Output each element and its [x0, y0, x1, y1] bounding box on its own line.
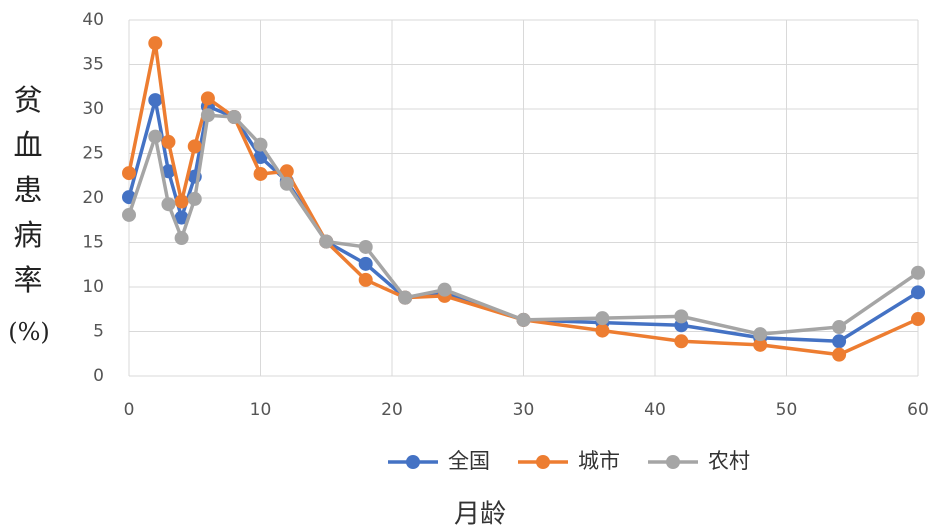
marker [161, 164, 176, 179]
line [127, 98, 919, 344]
marker [674, 334, 689, 349]
marker [832, 320, 847, 335]
marker [753, 330, 768, 345]
y-tick-label: 25 [82, 144, 104, 164]
marker [161, 134, 176, 149]
y-tick-label: 5 [93, 322, 104, 342]
x-tick-label: 30 [513, 400, 535, 420]
marker [398, 290, 413, 305]
marker [516, 312, 531, 327]
marker [832, 347, 847, 362]
marker [161, 197, 176, 212]
marker [398, 290, 413, 305]
marker [911, 285, 925, 300]
marker [595, 315, 610, 330]
marker [253, 150, 268, 165]
line [127, 113, 919, 336]
marker [279, 174, 294, 189]
marker [674, 309, 689, 324]
marker [437, 288, 452, 303]
y-tick-label: 15 [82, 233, 104, 253]
marker [174, 231, 189, 246]
marker [200, 108, 215, 123]
y-tick-label: 35 [82, 55, 104, 75]
marker [595, 311, 610, 326]
y-tick-label: 10 [82, 277, 104, 297]
marker [279, 176, 294, 191]
marker [516, 312, 531, 327]
line [127, 41, 919, 357]
marker [200, 91, 215, 106]
marker [437, 282, 452, 297]
y-tick-label: 0 [93, 366, 104, 386]
marker [911, 312, 925, 327]
x-tick-label: 10 [250, 400, 272, 420]
marker [148, 129, 163, 144]
legend-label: 农村 [708, 449, 750, 473]
marker [753, 327, 768, 342]
marker [674, 318, 689, 333]
marker [319, 234, 334, 249]
marker [253, 166, 268, 181]
marker [148, 93, 163, 108]
marker [358, 272, 373, 287]
marker [398, 290, 413, 305]
marker [832, 334, 847, 349]
marker [437, 285, 452, 300]
marker [279, 164, 294, 179]
legend-marker [406, 455, 420, 469]
x-tick-label: 20 [381, 400, 403, 420]
marker [253, 137, 268, 152]
marker [227, 110, 242, 125]
y-tick-label: 40 [82, 10, 104, 30]
marker [358, 256, 373, 271]
legend-marker [666, 455, 680, 469]
marker [187, 169, 202, 184]
x-axis-label: 月龄 [454, 500, 506, 530]
x-tick-label: 40 [644, 400, 666, 420]
marker [200, 99, 215, 114]
marker [358, 239, 373, 254]
x-tick-label: 0 [124, 400, 135, 420]
marker [187, 191, 202, 206]
legend-marker [536, 455, 550, 469]
x-tick-label: 60 [907, 400, 929, 420]
marker [122, 166, 136, 181]
y-axis-label: 贫血患病率 [13, 83, 43, 297]
marker [753, 337, 768, 352]
series [122, 36, 925, 362]
series [122, 108, 925, 342]
x-tick-label: 50 [776, 400, 798, 420]
marker [319, 234, 334, 249]
marker [227, 110, 242, 125]
legend-label: 全国 [448, 449, 490, 473]
marker [122, 190, 136, 205]
marker [187, 139, 202, 154]
marker [174, 210, 189, 225]
legend-label: 城市 [578, 449, 620, 473]
marker [122, 207, 136, 222]
series [122, 93, 925, 349]
marker [911, 265, 925, 280]
marker [227, 110, 242, 125]
y-axis-unit: (%) [8, 318, 50, 346]
y-tick-label: 30 [82, 99, 104, 119]
marker [174, 194, 189, 209]
y-tick-label: 20 [82, 188, 104, 208]
marker [595, 323, 610, 338]
marker [148, 36, 163, 51]
marker [516, 312, 531, 327]
marker [319, 234, 334, 249]
